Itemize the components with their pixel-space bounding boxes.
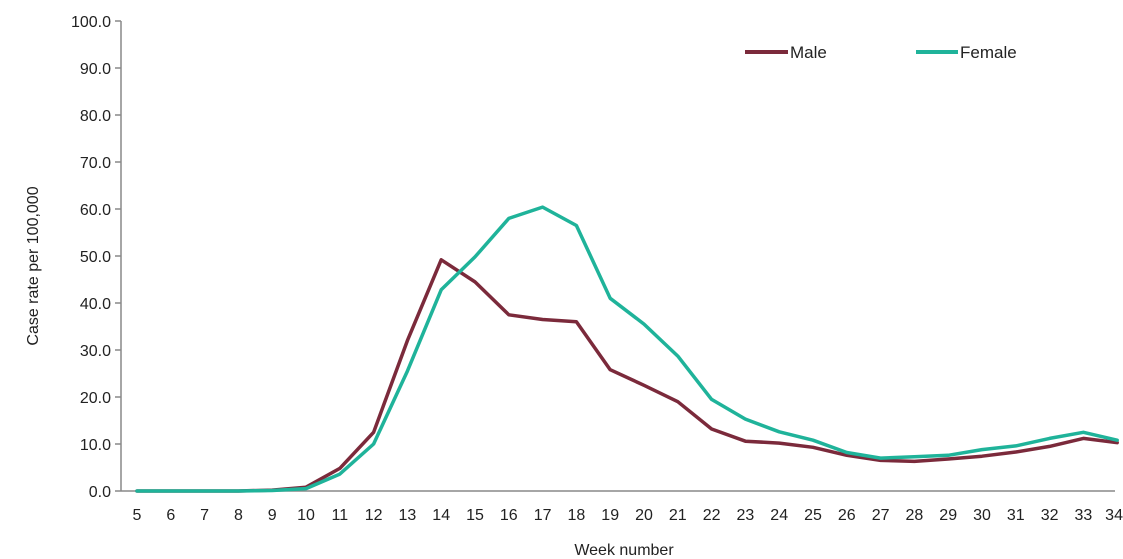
x-tick-label: 23 [737, 507, 755, 524]
x-tick-label: 15 [466, 507, 484, 524]
x-tick-label: 32 [1041, 507, 1059, 524]
series-line-male [135, 258, 1119, 493]
x-tick-label: 31 [1007, 507, 1025, 524]
y-tick-label: 90.0 [80, 61, 111, 78]
y-axis-title: Case rate per 100,000 [25, 186, 42, 345]
y-tick-label: 0.0 [89, 484, 111, 501]
y-tick-label: 80.0 [80, 108, 111, 125]
y-tick-label: 60.0 [80, 202, 111, 219]
x-tick-label: 29 [939, 507, 957, 524]
x-tick-label: 20 [635, 507, 653, 524]
y-tick-label: 10.0 [80, 437, 111, 454]
y-tick-label: 100.0 [71, 14, 111, 31]
series-line-female [135, 205, 1119, 493]
x-tick-label: 33 [1075, 507, 1093, 524]
x-tick-label: 17 [534, 507, 552, 524]
x-tick-label: 18 [568, 507, 586, 524]
x-tick-label: 5 [133, 507, 142, 524]
x-tick-label: 10 [297, 507, 315, 524]
x-tick-label: 14 [432, 507, 450, 524]
y-tick-label: 20.0 [80, 390, 111, 407]
x-tick-label: 8 [234, 507, 243, 524]
x-axis-ticks: 5 6 7 8 9 10 11 12 13 14 15 16 17 18 19 20 21 22 23 24 25 26 2… [133, 507, 1123, 524]
x-tick-label: 11 [331, 507, 348, 524]
y-tick-label: 70.0 [80, 155, 111, 172]
x-tick-label: 25 [804, 507, 822, 524]
x-tick-label: 7 [200, 507, 209, 524]
x-tick-label: 21 [669, 507, 687, 524]
x-tick-label: 13 [399, 507, 417, 524]
x-tick-label: 19 [601, 507, 619, 524]
x-tick-label: 24 [770, 507, 788, 524]
y-tick-label: 30.0 [80, 343, 111, 360]
x-tick-label: 30 [973, 507, 991, 524]
x-tick-label: 34* [1105, 507, 1123, 524]
x-tick-label: 6 [166, 507, 175, 524]
legend: Male Female [745, 43, 1017, 62]
y-tick-label: 50.0 [80, 249, 111, 266]
x-tick-label: 12 [365, 507, 383, 524]
legend-male-label: Male [790, 43, 827, 62]
x-tick-label: 9 [268, 507, 277, 524]
x-tick-label: 26 [838, 507, 856, 524]
legend-female-label: Female [960, 43, 1017, 62]
x-tick-label: 22 [703, 507, 721, 524]
y-tick-label: 40.0 [80, 296, 111, 313]
series-lines [135, 205, 1119, 493]
x-tick-label: 27 [872, 507, 890, 524]
x-tick-label: 28 [906, 507, 924, 524]
y-axis-ticks: 0.0 10.0 20.0 30.0 40.0 50.0 60.0 70.0 80.0 90.0 1… [71, 14, 121, 501]
x-tick-label: 16 [500, 507, 518, 524]
x-axis-title: Week number [574, 542, 674, 559]
